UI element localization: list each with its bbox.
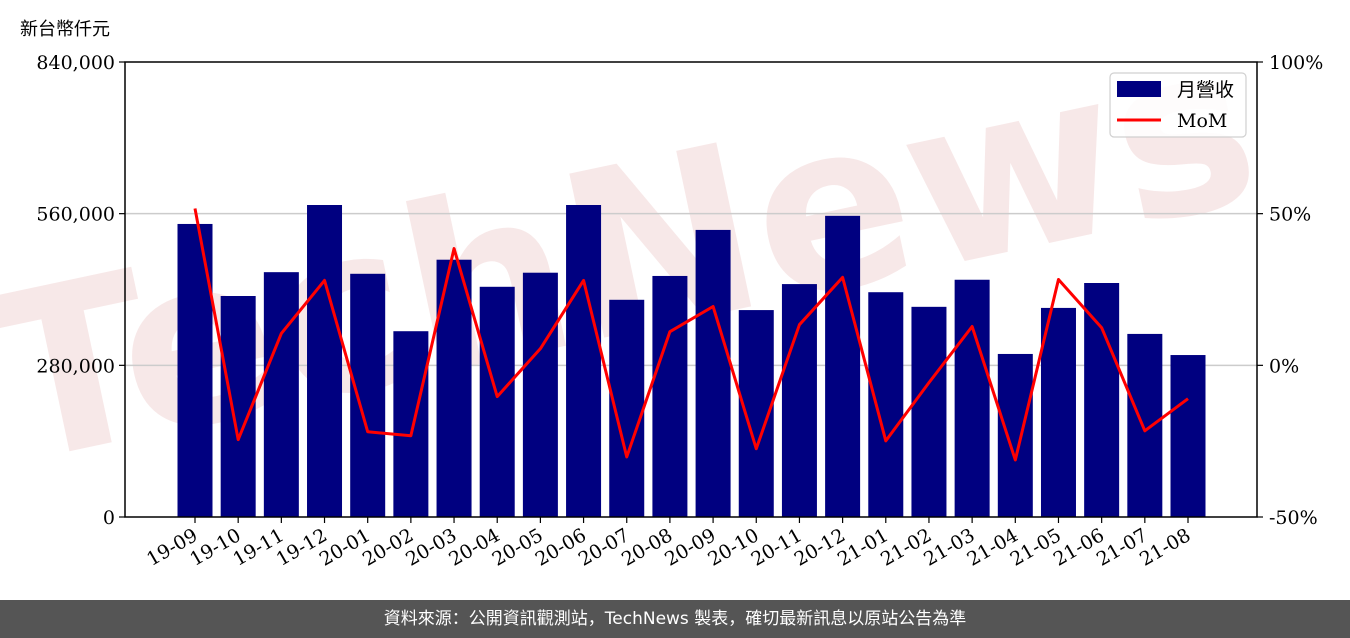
y-right-tick-label: 50%	[1269, 204, 1311, 226]
bar-21-02	[911, 306, 947, 517]
bar-21-01	[868, 292, 904, 517]
bar-20-02	[393, 331, 429, 517]
bar-19-10	[220, 296, 256, 517]
y-right-tick-label: 0%	[1269, 355, 1299, 377]
bar-19-12	[307, 205, 343, 517]
bar-20-01	[350, 273, 386, 517]
bar-21-08	[1170, 355, 1206, 517]
bar-21-04	[997, 353, 1033, 517]
mom-line	[193, 208, 1189, 462]
bar-21-05	[1040, 307, 1076, 517]
y-tick-label: 840,000	[36, 52, 115, 74]
y-axis-unit-label: 新台幣仟元	[20, 19, 110, 40]
bar-21-06	[1084, 283, 1120, 517]
y-tick-label: 280,000	[36, 355, 115, 377]
y-right-tick-label: -50%	[1269, 507, 1318, 529]
bar-20-04	[479, 286, 515, 517]
legend-bar-swatch	[1117, 81, 1161, 97]
bar-20-05	[522, 272, 558, 517]
bar-20-11	[781, 284, 817, 517]
plot-frame	[124, 61, 1258, 518]
bar-20-09	[695, 229, 731, 517]
source-footer: 資料來源：公開資訊觀測站，TechNews 製表，確切最新訊息以原站公告為準	[0, 600, 1350, 638]
y-tick-label: 560,000	[36, 204, 115, 226]
legend-label-revenue: 月營收	[1177, 79, 1234, 101]
bar-20-12	[825, 215, 861, 518]
y-right-tick-label: 100%	[1269, 52, 1323, 74]
bar-21-03	[954, 279, 990, 517]
y-tick-label: 0	[103, 507, 115, 529]
legend-label-mom: MoM	[1177, 110, 1227, 132]
x-tick-label: 21-08	[1136, 524, 1194, 570]
bar-21-07	[1127, 333, 1163, 517]
bar-20-08	[652, 275, 688, 517]
bar-19-11	[263, 272, 299, 517]
chart: TechNews0280,000560,000840,000-50%0%50%1…	[0, 0, 1323, 571]
bar-20-06	[566, 205, 602, 517]
